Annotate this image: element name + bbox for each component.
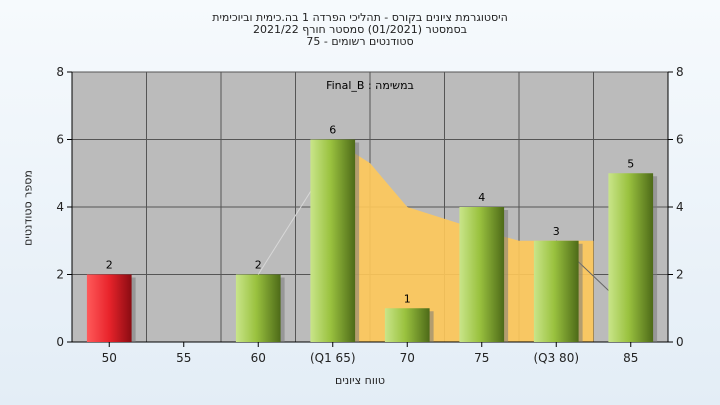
bar-3 <box>310 139 356 342</box>
chart-title-line-3: סטודנטים רשומים - 75 <box>306 35 414 48</box>
data-label: 1 <box>404 292 411 305</box>
chart-title-line-1: היסטוגרמת ציונים בקורס - תהליכי הפרדה 1 … <box>212 11 508 24</box>
x-tick-label: 60 <box>251 351 266 365</box>
x-tick-label: 55 <box>176 351 191 365</box>
chart-title-line-2: בסמסטר (01/2021) סמסטר חורף 2021/22 <box>253 23 467 36</box>
y-tick-label-right: 0 <box>676 335 684 349</box>
y-tick-label-left: 6 <box>56 133 64 147</box>
x-tick-label: (Q1 65) <box>310 351 356 365</box>
bar-5 <box>459 207 505 342</box>
x-tick-label: (Q3 80) <box>533 351 579 365</box>
y-tick-label-right: 4 <box>676 200 684 214</box>
plot-annotation: במשימה : Final_B <box>326 79 414 92</box>
y-axis-label: מספר סטודנטים <box>21 170 35 246</box>
bar-6 <box>533 240 579 342</box>
data-label: 6 <box>329 124 336 137</box>
data-label: 5 <box>627 157 634 170</box>
bar-7 <box>608 173 654 342</box>
bar-2 <box>235 274 281 342</box>
x-tick-label: 50 <box>102 351 117 365</box>
x-tick-label: 70 <box>400 351 415 365</box>
data-label: 4 <box>478 191 485 204</box>
data-label: 2 <box>255 259 262 272</box>
y-tick-label-left: 2 <box>56 268 64 282</box>
data-label: 3 <box>553 225 560 238</box>
bar-0 <box>86 274 132 342</box>
y-tick-label-right: 6 <box>676 133 684 147</box>
y-tick-label-left: 4 <box>56 200 64 214</box>
data-label: 2 <box>106 259 113 272</box>
y-tick-label-right: 8 <box>676 65 684 79</box>
y-tick-label-left: 8 <box>56 65 64 79</box>
y-tick-label-right: 2 <box>676 268 684 282</box>
y-tick-label-left: 0 <box>56 335 64 349</box>
x-tick-label: 85 <box>623 351 638 365</box>
bar-4 <box>384 308 430 342</box>
x-tick-label: 75 <box>474 351 489 365</box>
x-axis-label: טווח ציונים <box>335 374 385 387</box>
